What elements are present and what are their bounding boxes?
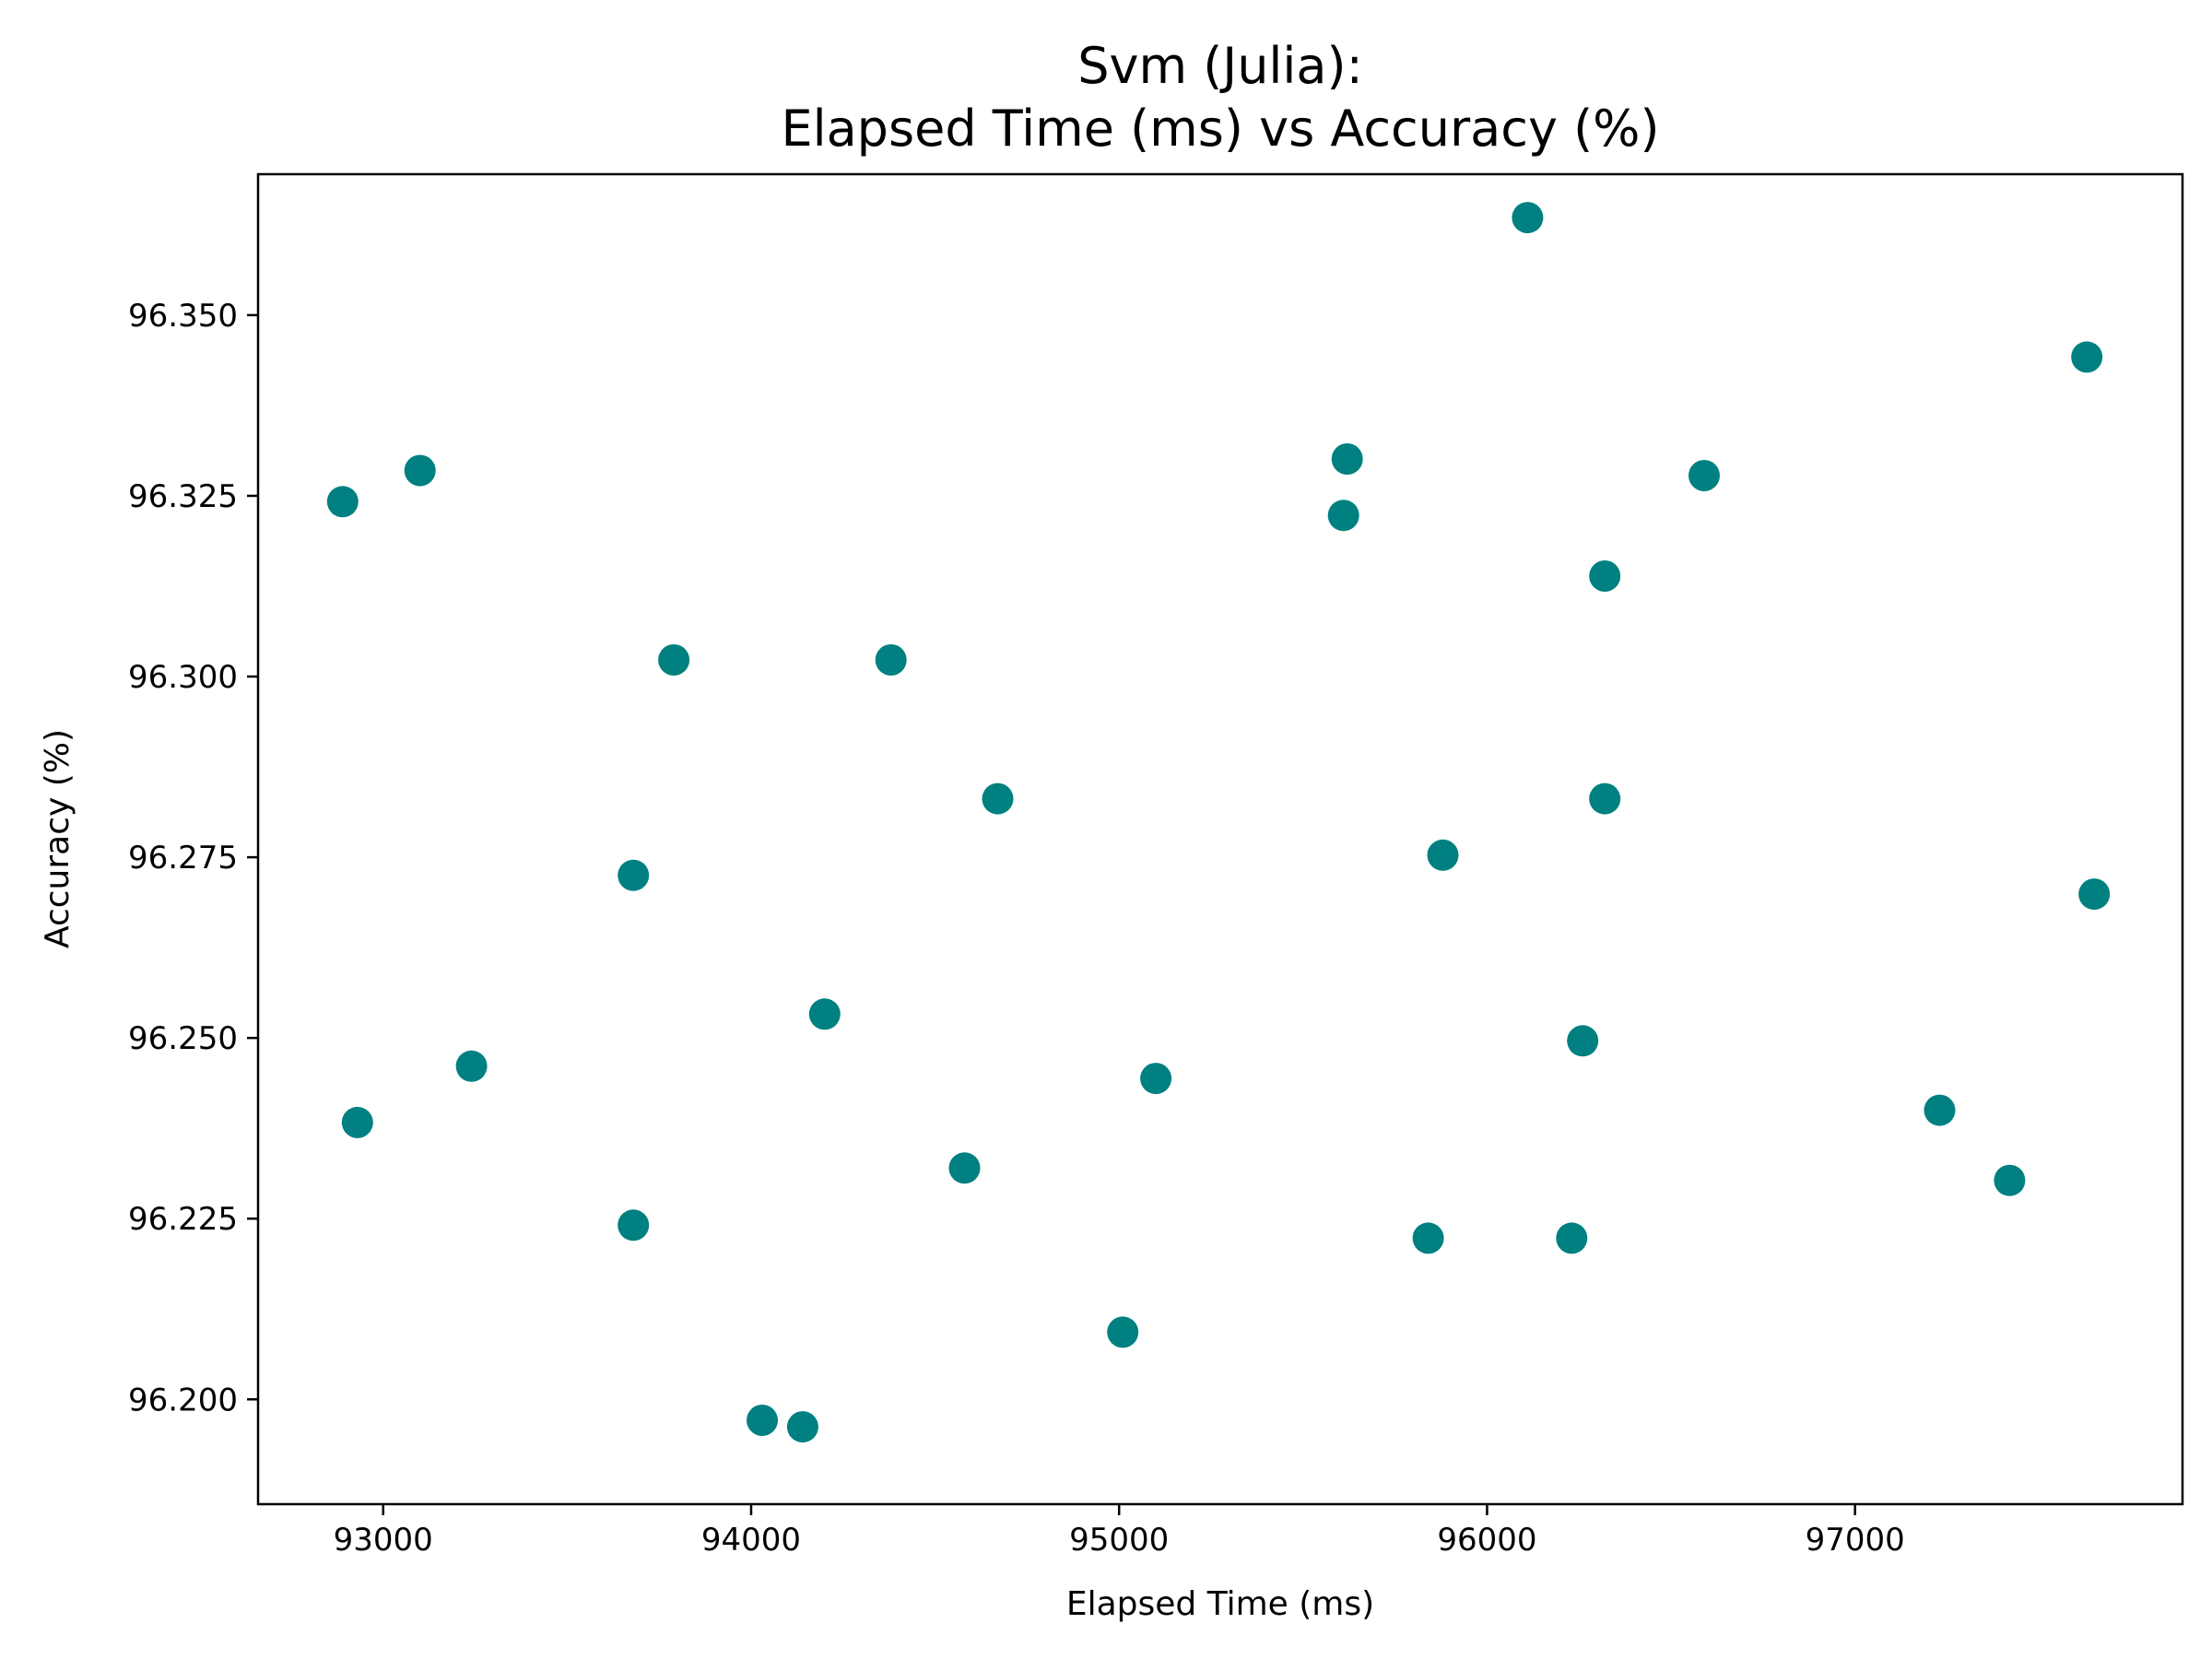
data-point-26 <box>1107 1316 1139 1348</box>
y-tick-label: 96.300 <box>128 659 238 696</box>
chart-title-line-2: Elapsed Time (ms) vs Accuracy (%) <box>781 100 1659 158</box>
x-tick-label: 95000 <box>1069 1522 1169 1559</box>
y-axis-label: Accuracy (%) <box>39 729 76 948</box>
x-tick-label: 93000 <box>334 1522 433 1559</box>
data-point-10 <box>982 782 1014 815</box>
data-point-13 <box>618 859 650 891</box>
x-axis-label: Elapsed Time (ms) <box>1066 1585 1374 1623</box>
data-point-23 <box>618 1209 650 1241</box>
data-point-4 <box>1688 460 1720 491</box>
data-point-27 <box>747 1405 778 1436</box>
data-point-16 <box>1567 1025 1599 1057</box>
y-tick-label: 96.200 <box>128 1382 238 1418</box>
data-point-3 <box>404 454 436 487</box>
y-tick-label: 96.250 <box>128 1020 238 1057</box>
data-point-6 <box>1327 500 1359 532</box>
x-axis-ticks: 93000 94000 95000 96000 97000 <box>334 1504 1905 1559</box>
data-point-2 <box>1331 443 1363 475</box>
data-point-24 <box>1412 1222 1444 1254</box>
data-point-12 <box>1427 839 1459 871</box>
y-axis-ticks: 96.200 96.225 96.250 96.275 96.300 96.325 96.3… <box>128 298 258 1418</box>
data-point-20 <box>1924 1094 1956 1126</box>
data-point-28 <box>786 1411 818 1443</box>
data-point-1 <box>2071 341 2103 373</box>
y-tick-label: 96.350 <box>128 298 238 335</box>
data-point-25 <box>1556 1222 1588 1254</box>
y-tick-label: 96.275 <box>128 840 238 877</box>
data-point-15 <box>808 998 841 1030</box>
data-point-22 <box>1994 1164 2026 1196</box>
y-tick-label: 96.225 <box>128 1201 238 1238</box>
x-tick-label: 94000 <box>701 1522 801 1559</box>
data-point-18 <box>1140 1063 1172 1095</box>
data-point-21 <box>948 1152 981 1184</box>
data-point-11 <box>1589 782 1621 815</box>
data-point-19 <box>341 1106 373 1138</box>
x-tick-label: 96000 <box>1437 1522 1536 1559</box>
x-tick-label: 97000 <box>1806 1522 1905 1559</box>
plot-frame <box>256 172 2184 1506</box>
data-points <box>326 202 2111 1443</box>
data-point-0 <box>1512 202 1544 234</box>
data-point-14 <box>2078 878 2111 911</box>
data-point-5 <box>326 486 359 518</box>
data-point-7 <box>1589 560 1621 592</box>
y-tick-label: 96.325 <box>128 478 238 515</box>
chart-title-line-1: Svm (Julia): <box>1077 37 1363 95</box>
data-point-9 <box>875 644 907 676</box>
data-point-8 <box>658 644 690 676</box>
data-point-17 <box>455 1050 488 1082</box>
